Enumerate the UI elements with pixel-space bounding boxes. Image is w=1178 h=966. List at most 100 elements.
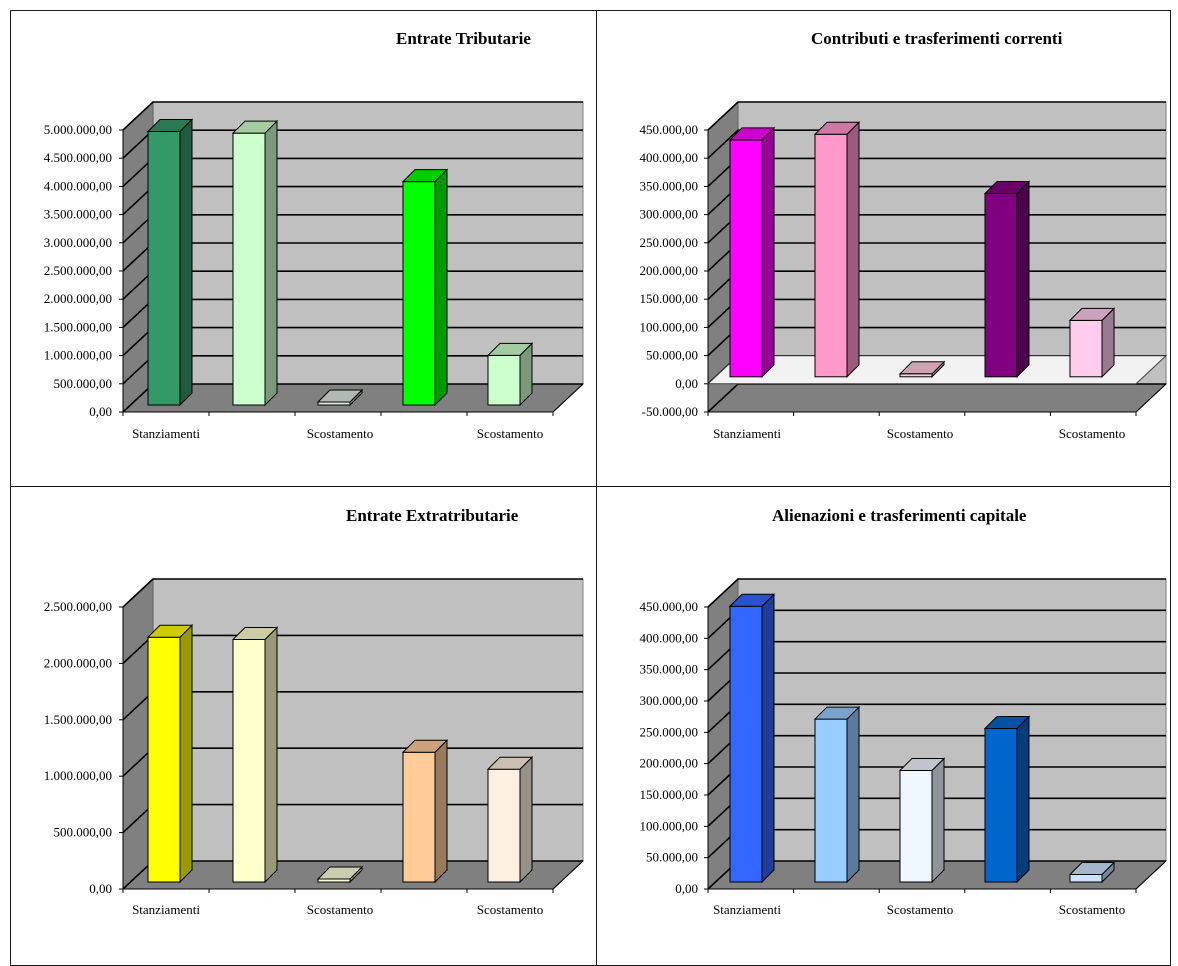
bar [1068,861,1116,884]
y-tick-label: 350.000,00 [640,662,699,677]
bar [1068,307,1116,379]
y-tick-label: 4.500.000,00 [44,150,112,165]
bar [898,757,946,884]
bar-top [146,624,194,638]
bar [146,118,194,407]
bar [401,739,449,884]
y-tick-label: 1.000.000,00 [44,348,112,363]
bar-top [728,127,776,141]
x-tick-label: Scostamento [307,902,373,917]
bar-side [846,705,860,884]
x-tick-label: Stanziamenti [713,902,781,917]
bar-front [814,718,848,883]
bar-top [1068,861,1116,875]
y-tick-label: 200.000,00 [640,756,699,771]
x-axis-depth [1135,860,1167,890]
bar [728,593,776,884]
bar [486,342,534,407]
gridline [707,101,1166,131]
x-tick-label: Scostamento [887,902,953,917]
bar-side [264,626,278,884]
chart-title: Entrate Extratributarie [346,506,519,525]
y-tick-label: 300.000,00 [640,207,699,222]
x-tick-label: Scostamento [477,426,543,441]
y-tick-label: 2.000.000,00 [44,655,112,670]
chart-title: Contributi e trasferimenti correnti [811,29,1063,48]
chart-3: 0,00 50.000,00 100.000,00 150.000,00 200.000… [640,577,1168,917]
bar-top [486,342,534,356]
bar-top [146,118,194,132]
bar-side [761,593,775,884]
y-tick-label: 3.500.000,00 [44,207,112,222]
y-tick-label: 50.000,00 [646,850,698,865]
bar [146,624,194,884]
bar-side [931,757,945,884]
y-tick-label: 300.000,00 [640,693,699,708]
y-tick-label: 1.000.000,00 [44,768,112,783]
y-tick-label: 2.500.000,00 [44,599,112,614]
bar-front [232,132,266,406]
floor [706,383,1168,413]
bar-top [316,389,364,403]
gridline [122,578,583,608]
y-tick-label: 50.000,00 [646,348,698,363]
bar-front [487,768,521,883]
bar-top [983,181,1031,194]
bar-front [814,133,848,378]
bar-top [231,626,279,640]
y-tick-label: 500.000,00 [54,376,113,391]
bar-top [231,120,279,134]
y-tick-label: 350.000,00 [640,178,699,193]
bar-side [1016,715,1030,884]
bar-top [983,715,1031,729]
bar-front [147,130,181,406]
y-tick-label: 0,00 [89,881,112,896]
y-tick-label: 3.000.000,00 [44,235,112,250]
y-tick-label: 1.500.000,00 [44,319,112,334]
x-tick-label: Scostamento [307,426,373,441]
bar-top [1068,307,1116,321]
bar-front [232,638,266,883]
y-tick-label: 400.000,00 [640,630,699,645]
bar [728,126,776,379]
bar-side [264,119,278,407]
bar-top [316,866,364,880]
bar-top [813,706,861,720]
bar-front [984,193,1018,378]
x-axis-depth [552,860,584,890]
y-tick-label: 450.000,00 [640,599,699,614]
bar-top [813,121,861,135]
bar [231,119,279,407]
y-tick-label: 250.000,00 [640,235,699,250]
y-tick-label: 250.000,00 [640,724,699,739]
bar [231,626,279,884]
x-tick-label: Scostamento [477,902,543,917]
bar-front [1069,873,1103,883]
y-tick-label: 2.500.000,00 [44,263,112,278]
y-tick-label: 0,00 [675,376,698,391]
bar-side [434,168,448,407]
gridline [707,578,1166,608]
bar [316,388,364,407]
bar-side [846,121,860,379]
x-tick-label: Scostamento [887,426,953,441]
bar [813,121,861,379]
bar [983,180,1031,379]
bar-side [179,624,193,884]
bar-front [1069,319,1103,378]
bar-front [487,354,521,406]
bar-top [401,169,449,183]
chart-title: Entrate Tributarie [396,29,531,48]
bar [898,360,946,379]
y-tick-label: 150.000,00 [640,787,699,802]
bar-top [898,361,946,375]
bar-front [899,769,933,883]
bar-front [402,751,436,883]
y-tick-label: 150.000,00 [640,291,699,306]
bar-top [486,756,534,770]
bar [401,168,449,407]
bar-side [761,126,775,379]
y-tick-label: 400.000,00 [640,150,699,165]
x-axis-depth [1135,383,1167,413]
